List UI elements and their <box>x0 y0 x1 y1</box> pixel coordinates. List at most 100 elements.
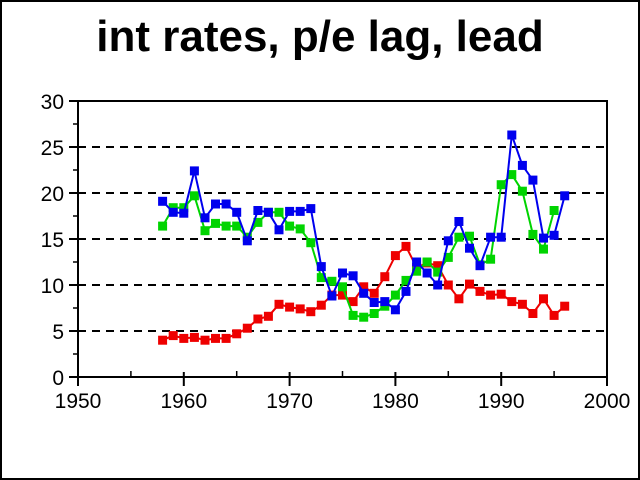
series-marker-int-rates <box>465 279 474 289</box>
series-marker-p-e-lead <box>359 288 369 298</box>
series-marker-int-rates <box>316 300 326 310</box>
series-marker-p-e-lag <box>359 312 369 322</box>
series-marker-p-e-lead <box>401 286 411 296</box>
series-marker-p-e-lead <box>168 207 178 217</box>
series-marker-p-e-lead <box>189 166 199 176</box>
y-tick-label: 20 <box>41 183 64 206</box>
series-marker-p-e-lag <box>327 276 337 286</box>
y-tick-label: 5 <box>52 321 64 344</box>
series-marker-p-e-lag <box>189 191 199 201</box>
series-marker-p-e-lead <box>443 236 453 246</box>
series-marker-p-e-lead <box>274 225 284 235</box>
series-marker-p-e-lead <box>253 206 263 215</box>
series-marker-int-rates <box>285 302 295 312</box>
series-marker-p-e-lead <box>285 206 295 216</box>
series-marker-int-rates <box>475 286 485 296</box>
series-marker-int-rates <box>369 288 379 298</box>
series-marker-p-e-lead <box>221 199 231 209</box>
series-marker-int-rates <box>274 299 284 309</box>
series-marker-int-rates <box>549 310 559 320</box>
series-marker-p-e-lag <box>422 257 432 267</box>
series-marker-p-e-lag <box>412 266 422 276</box>
series-marker-p-e-lag <box>507 170 517 180</box>
series-marker-p-e-lag <box>517 186 527 196</box>
series-marker-int-rates <box>306 307 316 317</box>
series-marker-p-e-lead <box>158 196 168 206</box>
series-marker-int-rates <box>263 311 273 321</box>
series-marker-int-rates <box>528 309 538 318</box>
series-marker-p-e-lead <box>539 233 548 243</box>
series-marker-p-e-lead <box>549 230 559 240</box>
series-marker-p-e-lead <box>560 191 570 201</box>
series-marker-int-rates <box>295 304 305 314</box>
series-marker-p-e-lag <box>316 273 326 283</box>
series-marker-p-e-lead <box>327 291 337 301</box>
series-marker-int-rates <box>496 289 506 299</box>
series-marker-int-rates <box>338 290 347 300</box>
series-marker-p-e-lag <box>338 282 347 292</box>
series-marker-p-e-lag <box>433 267 443 277</box>
series-marker-p-e-lead <box>338 268 347 278</box>
x-tick-label: 1990 <box>478 390 525 413</box>
series-marker-p-e-lag <box>232 221 242 231</box>
series-marker-int-rates <box>253 314 263 324</box>
series-marker-p-e-lag <box>274 207 284 217</box>
series-marker-p-e-lead <box>390 305 400 315</box>
series-marker-p-e-lead <box>200 213 210 223</box>
series-marker-int-rates <box>443 280 453 290</box>
series-marker-p-e-lead <box>454 217 464 226</box>
series-marker-p-e-lead <box>475 261 485 271</box>
series-marker-int-rates <box>560 301 570 311</box>
series-marker-p-e-lead <box>412 257 422 267</box>
y-tick-label: 30 <box>41 91 64 114</box>
y-tick-label: 25 <box>41 137 64 160</box>
series-marker-int-rates <box>211 333 220 343</box>
series-marker-p-e-lead <box>348 271 358 281</box>
series-marker-p-e-lag <box>158 221 168 231</box>
x-tick-label: 1960 <box>160 390 207 413</box>
series-marker-p-e-lead <box>496 232 506 242</box>
series-marker-p-e-lead <box>422 268 432 278</box>
series-marker-p-e-lag <box>401 275 411 285</box>
series-marker-int-rates <box>433 261 443 271</box>
series-marker-p-e-lag <box>295 224 305 234</box>
series-marker-p-e-lead <box>316 262 326 272</box>
x-tick-label: 1950 <box>55 390 102 413</box>
series-marker-p-e-lag <box>369 309 379 318</box>
series-marker-int-rates <box>507 297 517 307</box>
series-marker-p-e-lead <box>465 243 474 253</box>
series-marker-int-rates <box>539 294 548 304</box>
series-marker-int-rates <box>200 335 210 345</box>
series-marker-p-e-lead <box>232 207 242 217</box>
series-marker-p-e-lag <box>528 229 538 239</box>
series-marker-p-e-lag <box>380 301 390 311</box>
series-marker-p-e-lead <box>528 175 538 185</box>
series-marker-p-e-lead <box>517 160 527 170</box>
series-marker-p-e-lead <box>306 204 316 214</box>
series-marker-p-e-lead <box>211 199 220 209</box>
series-marker-p-e-lag <box>465 231 474 241</box>
series-marker-p-e-lead <box>242 236 252 246</box>
series-marker-int-rates <box>454 294 464 304</box>
series-marker-int-rates <box>221 333 231 343</box>
series-marker-p-e-lead <box>179 208 189 218</box>
series-marker-int-rates <box>189 332 199 342</box>
series-marker-p-e-lead <box>263 207 273 217</box>
series-marker-p-e-lead <box>486 232 496 242</box>
series-marker-p-e-lag <box>539 244 548 254</box>
chart-title: int rates, p/e lag, lead <box>96 12 544 61</box>
series-marker-int-rates <box>359 282 369 292</box>
series-marker-int-rates <box>517 299 527 309</box>
series-marker-p-e-lag <box>306 238 316 248</box>
series-marker-int-rates <box>232 329 242 339</box>
series-marker-p-e-lag <box>486 254 496 264</box>
series-marker-p-e-lag <box>549 206 559 215</box>
series-marker-p-e-lead <box>295 206 305 216</box>
series-marker-p-e-lag <box>454 232 464 242</box>
series-marker-p-e-lag <box>211 218 220 228</box>
series-marker-int-rates <box>168 331 178 341</box>
series-marker-p-e-lead <box>380 297 390 307</box>
series-marker-int-rates <box>486 290 496 300</box>
series-marker-p-e-lag <box>200 226 210 236</box>
